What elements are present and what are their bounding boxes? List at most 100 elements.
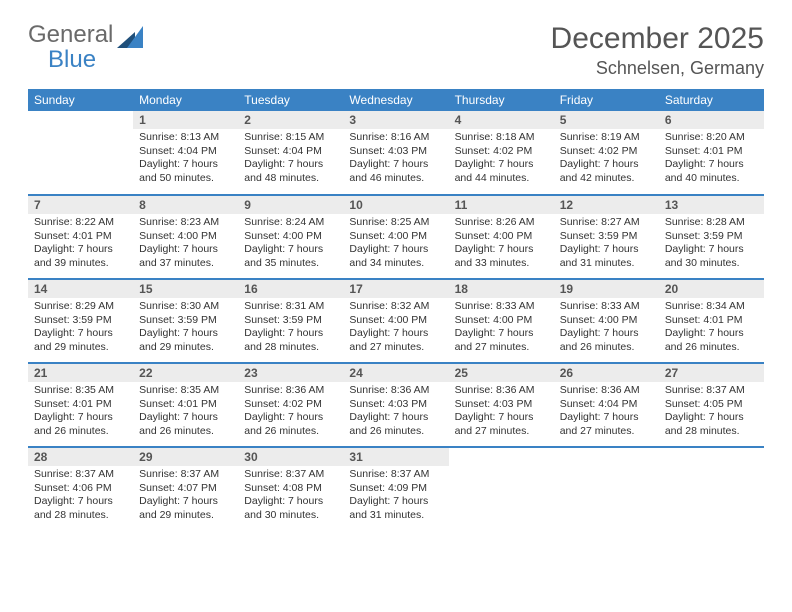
sunrise-text: Sunrise: 8:36 AM <box>560 384 653 398</box>
day-details: Sunrise: 8:37 AMSunset: 4:08 PMDaylight:… <box>238 466 343 527</box>
sunrise-text: Sunrise: 8:26 AM <box>455 216 548 230</box>
day-details: Sunrise: 8:27 AMSunset: 3:59 PMDaylight:… <box>554 214 659 275</box>
daylight-text-1: Daylight: 7 hours <box>244 158 337 172</box>
calendar-day-cell: 31Sunrise: 8:37 AMSunset: 4:09 PMDayligh… <box>343 447 448 531</box>
daylight-text-2: and 30 minutes. <box>665 257 758 271</box>
sunrise-text: Sunrise: 8:33 AM <box>560 300 653 314</box>
sunset-text: Sunset: 4:04 PM <box>244 145 337 159</box>
weekday-header: Tuesday <box>238 89 343 111</box>
logo-line1: General <box>28 21 113 48</box>
sunrise-text: Sunrise: 8:34 AM <box>665 300 758 314</box>
sunrise-text: Sunrise: 8:32 AM <box>349 300 442 314</box>
sunset-text: Sunset: 4:04 PM <box>560 398 653 412</box>
sunrise-text: Sunrise: 8:19 AM <box>560 131 653 145</box>
day-details: Sunrise: 8:37 AMSunset: 4:09 PMDaylight:… <box>343 466 448 527</box>
logo: General Blue <box>28 22 143 72</box>
sunrise-text: Sunrise: 8:13 AM <box>139 131 232 145</box>
calendar-day-cell: 9Sunrise: 8:24 AMSunset: 4:00 PMDaylight… <box>238 195 343 279</box>
sunset-text: Sunset: 4:00 PM <box>244 230 337 244</box>
sunset-text: Sunset: 4:03 PM <box>455 398 548 412</box>
sunrise-text: Sunrise: 8:15 AM <box>244 131 337 145</box>
sunrise-text: Sunrise: 8:16 AM <box>349 131 442 145</box>
calendar-day-cell: 7Sunrise: 8:22 AMSunset: 4:01 PMDaylight… <box>28 195 133 279</box>
day-number: 24 <box>343 364 448 382</box>
calendar-day-cell: 18Sunrise: 8:33 AMSunset: 4:00 PMDayligh… <box>449 279 554 363</box>
daylight-text-1: Daylight: 7 hours <box>665 158 758 172</box>
daylight-text-2: and 46 minutes. <box>349 172 442 186</box>
sunset-text: Sunset: 4:09 PM <box>349 482 442 496</box>
calendar-week-row: 1Sunrise: 8:13 AMSunset: 4:04 PMDaylight… <box>28 111 764 195</box>
day-details: Sunrise: 8:36 AMSunset: 4:03 PMDaylight:… <box>343 382 448 443</box>
day-number: 29 <box>133 448 238 466</box>
daylight-text-1: Daylight: 7 hours <box>139 243 232 257</box>
daylight-text-2: and 29 minutes. <box>34 341 127 355</box>
daylight-text-2: and 28 minutes. <box>665 425 758 439</box>
calendar-day-cell <box>554 447 659 531</box>
daylight-text-1: Daylight: 7 hours <box>349 243 442 257</box>
day-number: 27 <box>659 364 764 382</box>
daylight-text-1: Daylight: 7 hours <box>244 411 337 425</box>
weekday-header: Monday <box>133 89 238 111</box>
day-number: 10 <box>343 196 448 214</box>
day-number: 15 <box>133 280 238 298</box>
calendar-day-cell: 20Sunrise: 8:34 AMSunset: 4:01 PMDayligh… <box>659 279 764 363</box>
daylight-text-2: and 26 minutes. <box>244 425 337 439</box>
sunrise-text: Sunrise: 8:20 AM <box>665 131 758 145</box>
calendar-table: Sunday Monday Tuesday Wednesday Thursday… <box>28 89 764 531</box>
day-number: 4 <box>449 111 554 129</box>
sunset-text: Sunset: 4:01 PM <box>34 230 127 244</box>
sunset-text: Sunset: 3:59 PM <box>560 230 653 244</box>
calendar-day-cell: 15Sunrise: 8:30 AMSunset: 3:59 PMDayligh… <box>133 279 238 363</box>
calendar-week-row: 14Sunrise: 8:29 AMSunset: 3:59 PMDayligh… <box>28 279 764 363</box>
sunrise-text: Sunrise: 8:18 AM <box>455 131 548 145</box>
calendar-day-cell: 29Sunrise: 8:37 AMSunset: 4:07 PMDayligh… <box>133 447 238 531</box>
daylight-text-2: and 31 minutes. <box>349 509 442 523</box>
calendar-day-cell: 27Sunrise: 8:37 AMSunset: 4:05 PMDayligh… <box>659 363 764 447</box>
day-details: Sunrise: 8:20 AMSunset: 4:01 PMDaylight:… <box>659 129 764 190</box>
sunset-text: Sunset: 4:00 PM <box>139 230 232 244</box>
sunset-text: Sunset: 4:01 PM <box>34 398 127 412</box>
calendar-day-cell: 30Sunrise: 8:37 AMSunset: 4:08 PMDayligh… <box>238 447 343 531</box>
day-number: 19 <box>554 280 659 298</box>
day-number: 28 <box>28 448 133 466</box>
daylight-text-2: and 28 minutes. <box>244 341 337 355</box>
daylight-text-2: and 28 minutes. <box>34 509 127 523</box>
page-header: General Blue December 2025 Schnelsen, Ge… <box>28 22 764 79</box>
calendar-day-cell: 2Sunrise: 8:15 AMSunset: 4:04 PMDaylight… <box>238 111 343 195</box>
day-details: Sunrise: 8:36 AMSunset: 4:02 PMDaylight:… <box>238 382 343 443</box>
day-number: 1 <box>133 111 238 129</box>
calendar-day-cell: 12Sunrise: 8:27 AMSunset: 3:59 PMDayligh… <box>554 195 659 279</box>
sunset-text: Sunset: 4:06 PM <box>34 482 127 496</box>
sunrise-text: Sunrise: 8:22 AM <box>34 216 127 230</box>
daylight-text-2: and 26 minutes. <box>560 341 653 355</box>
sunrise-text: Sunrise: 8:29 AM <box>34 300 127 314</box>
day-number: 7 <box>28 196 133 214</box>
day-details: Sunrise: 8:22 AMSunset: 4:01 PMDaylight:… <box>28 214 133 275</box>
sunrise-text: Sunrise: 8:37 AM <box>34 468 127 482</box>
day-details: Sunrise: 8:28 AMSunset: 3:59 PMDaylight:… <box>659 214 764 275</box>
sunset-text: Sunset: 4:02 PM <box>560 145 653 159</box>
calendar-day-cell: 19Sunrise: 8:33 AMSunset: 4:00 PMDayligh… <box>554 279 659 363</box>
day-details: Sunrise: 8:33 AMSunset: 4:00 PMDaylight:… <box>554 298 659 359</box>
day-number: 21 <box>28 364 133 382</box>
sunrise-text: Sunrise: 8:33 AM <box>455 300 548 314</box>
sunset-text: Sunset: 4:07 PM <box>139 482 232 496</box>
month-title: December 2025 <box>551 22 764 56</box>
title-block: December 2025 Schnelsen, Germany <box>551 22 764 79</box>
calendar-day-cell: 3Sunrise: 8:16 AMSunset: 4:03 PMDaylight… <box>343 111 448 195</box>
sunset-text: Sunset: 4:00 PM <box>349 314 442 328</box>
daylight-text-2: and 26 minutes. <box>34 425 127 439</box>
calendar-day-cell: 16Sunrise: 8:31 AMSunset: 3:59 PMDayligh… <box>238 279 343 363</box>
daylight-text-1: Daylight: 7 hours <box>665 411 758 425</box>
daylight-text-1: Daylight: 7 hours <box>349 495 442 509</box>
daylight-text-1: Daylight: 7 hours <box>665 243 758 257</box>
calendar-body: 1Sunrise: 8:13 AMSunset: 4:04 PMDaylight… <box>28 111 764 531</box>
calendar-day-cell: 4Sunrise: 8:18 AMSunset: 4:02 PMDaylight… <box>449 111 554 195</box>
daylight-text-1: Daylight: 7 hours <box>34 243 127 257</box>
day-details: Sunrise: 8:24 AMSunset: 4:00 PMDaylight:… <box>238 214 343 275</box>
day-number: 30 <box>238 448 343 466</box>
daylight-text-1: Daylight: 7 hours <box>455 411 548 425</box>
day-details: Sunrise: 8:19 AMSunset: 4:02 PMDaylight:… <box>554 129 659 190</box>
daylight-text-2: and 27 minutes. <box>455 425 548 439</box>
sunset-text: Sunset: 4:02 PM <box>455 145 548 159</box>
